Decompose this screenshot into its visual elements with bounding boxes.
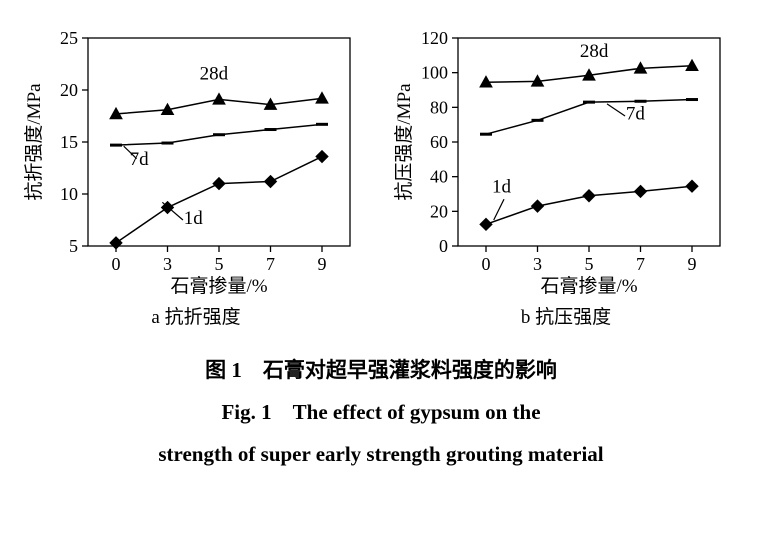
svg-text:石膏掺量/%: 石膏掺量/% — [170, 274, 267, 297]
svg-text:15: 15 — [60, 132, 78, 152]
panel-a-subcaption: a 抗折强度 — [151, 302, 240, 329]
svg-text:5: 5 — [215, 254, 224, 274]
svg-text:7: 7 — [266, 254, 275, 274]
svg-text:抗折强度/MPa: 抗折强度/MPa — [23, 83, 45, 201]
svg-text:1d: 1d — [184, 208, 204, 229]
svg-text:80: 80 — [430, 97, 448, 117]
panel-b-subcaption: b 抗压强度 — [521, 302, 611, 329]
panel-b: 0 20 40 60 80 100 120 0 3 5 7 9 抗压强度/MPa 石膏掺量/% 1d 7d 28… — [386, 20, 746, 329]
svg-text:7d: 7d — [626, 103, 646, 124]
svg-text:7d: 7d — [130, 149, 150, 170]
svg-text:3: 3 — [163, 254, 172, 274]
figure: 5 10 15 20 25 0 3 5 7 9 抗折强度/MPa 石膏掺量/% 1d 7d 28d a 抗折… — [11, 20, 751, 475]
figure-captions: 图 1 石膏对超早强灌浆料强度的影响 Fig. 1 The effect of … — [11, 349, 751, 475]
panel-a: 5 10 15 20 25 0 3 5 7 9 抗折强度/MPa 石膏掺量/% 1d 7d 28d a 抗折… — [16, 20, 376, 329]
svg-text:1d: 1d — [492, 176, 512, 197]
panels-row: 5 10 15 20 25 0 3 5 7 9 抗折强度/MPa 石膏掺量/% 1d 7d 28d a 抗折… — [11, 20, 751, 329]
svg-text:25: 25 — [60, 28, 78, 48]
svg-text:20: 20 — [430, 201, 448, 221]
caption-en-line2: strength of super early strength groutin… — [11, 433, 751, 475]
svg-text:0: 0 — [439, 236, 448, 256]
svg-text:9: 9 — [688, 254, 697, 274]
svg-text:0: 0 — [112, 254, 121, 274]
chart-b: 0 20 40 60 80 100 120 0 3 5 7 9 抗压强度/MPa 石膏掺量/% 1d 7d 28… — [386, 20, 746, 300]
svg-text:9: 9 — [318, 254, 327, 274]
svg-text:0: 0 — [482, 254, 491, 274]
svg-text:120: 120 — [421, 28, 448, 48]
caption-cn: 图 1 石膏对超早强灌浆料强度的影响 — [11, 349, 751, 391]
svg-text:10: 10 — [60, 184, 78, 204]
caption-en-line1: Fig. 1 The effect of gypsum on the — [11, 391, 751, 433]
svg-text:28d: 28d — [580, 41, 609, 62]
svg-text:100: 100 — [421, 63, 448, 83]
svg-text:28d: 28d — [200, 64, 229, 85]
svg-text:3: 3 — [533, 254, 542, 274]
chart-a: 5 10 15 20 25 0 3 5 7 9 抗折强度/MPa 石膏掺量/% 1d 7d 28d — [16, 20, 376, 300]
svg-text:5: 5 — [69, 236, 78, 256]
svg-text:7: 7 — [636, 254, 645, 274]
svg-text:20: 20 — [60, 80, 78, 100]
svg-text:石膏掺量/%: 石膏掺量/% — [540, 274, 637, 297]
svg-text:5: 5 — [585, 254, 594, 274]
svg-text:40: 40 — [430, 167, 448, 187]
svg-text:60: 60 — [430, 132, 448, 152]
svg-text:抗压强度/MPa: 抗压强度/MPa — [393, 83, 415, 201]
